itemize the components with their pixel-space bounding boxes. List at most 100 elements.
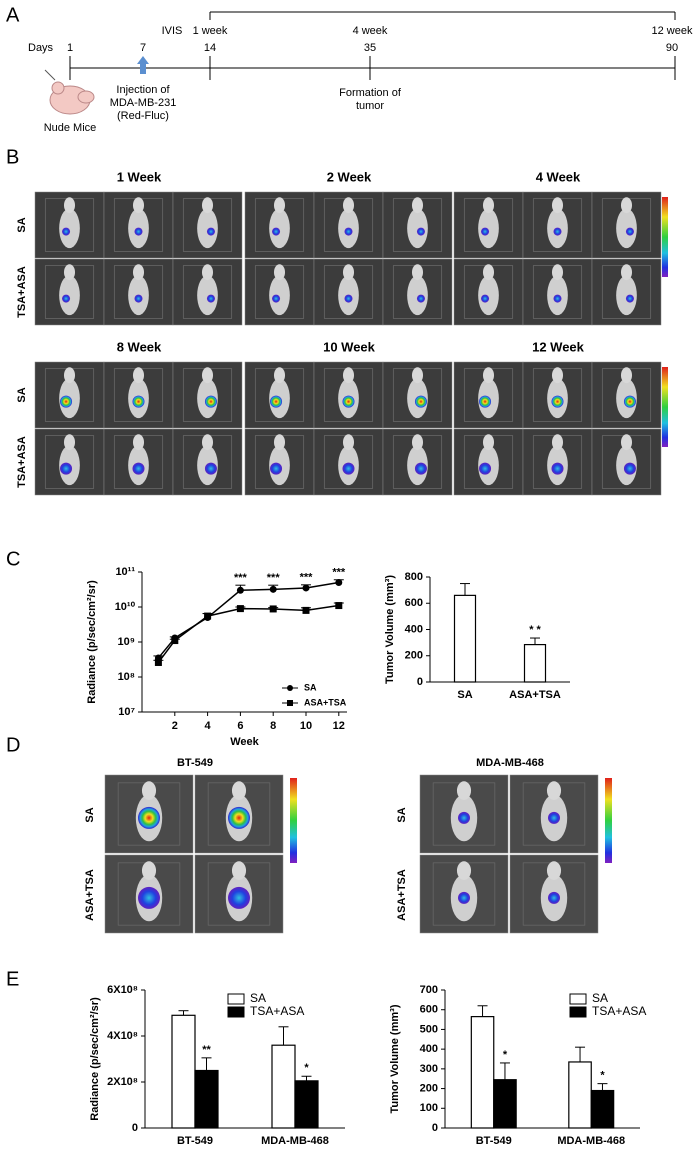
mouse-body: [616, 208, 637, 249]
row-label: TSA+ASA: [16, 266, 28, 318]
signal: [270, 462, 283, 475]
mouse-head: [273, 264, 286, 281]
mouse-label: Nude Mice: [44, 122, 97, 134]
panel-label: C: [6, 548, 20, 570]
signal: [625, 294, 634, 303]
significance: *: [600, 1070, 605, 1082]
marker: [335, 579, 343, 587]
mouse-head: [411, 197, 424, 214]
mouse-body: [269, 208, 290, 249]
signal: [548, 891, 560, 904]
signal: [625, 227, 634, 236]
ivis: IVIS: [162, 25, 183, 37]
timeline: [69, 11, 676, 80]
x-tick-label: 4: [205, 720, 212, 732]
mouse-icon: [44, 69, 95, 115]
legend-swatch: [227, 1006, 245, 1018]
mouse-head: [132, 434, 145, 451]
injection: Injection of: [116, 84, 170, 96]
panel-label: B: [6, 146, 19, 168]
signal: [132, 395, 145, 408]
week: 4 week: [353, 25, 388, 37]
x-tick-label: SA: [457, 689, 472, 701]
y-axis-label: Radiance (p/sec/cm²/sr): [86, 580, 98, 704]
signal: [272, 294, 281, 303]
y-tick-label: 700: [420, 984, 438, 996]
marker: [236, 605, 244, 613]
mouse-body: [478, 275, 499, 316]
mouse-head: [132, 197, 145, 214]
signal: [414, 462, 427, 475]
legend-swatch: [569, 993, 587, 1005]
color-bar: [662, 367, 668, 447]
day: 35: [364, 42, 376, 54]
signal: [138, 886, 160, 909]
significance: ***: [332, 567, 346, 579]
mouse-head: [201, 197, 214, 214]
signal: [134, 294, 143, 303]
mouse-body: [407, 275, 428, 316]
signal: [206, 294, 215, 303]
bar: [271, 1044, 296, 1129]
signal: [481, 227, 490, 236]
bar: [453, 594, 477, 683]
x-tick-label: MDA-MB-468: [557, 1135, 625, 1147]
signal: [272, 227, 281, 236]
injection: (Red-Fluc): [117, 110, 169, 122]
mouse-head: [201, 367, 214, 384]
mouse-head: [411, 367, 424, 384]
mouse-head: [201, 434, 214, 451]
signal: [623, 462, 636, 475]
mouse-head: [231, 781, 247, 800]
x-axis-label: Week: [230, 736, 259, 748]
signal: [342, 395, 355, 408]
signal: [134, 227, 143, 236]
significance: * *: [529, 624, 541, 636]
mouse-head: [551, 434, 564, 451]
y-tick-label: 10¹⁰: [115, 601, 136, 613]
cell-title: 8 Week: [117, 339, 162, 354]
mouse-head: [273, 434, 286, 451]
color-bar: [662, 197, 668, 277]
day: 90: [666, 42, 678, 54]
y-tick-label: 10⁹: [118, 636, 135, 648]
signal: [62, 294, 71, 303]
marker: [302, 584, 310, 592]
signal: [551, 395, 564, 408]
mouse-head: [551, 197, 564, 214]
x-tick-label: BT-549: [177, 1135, 213, 1147]
y-tick-label: 800: [405, 571, 423, 583]
y-tick-label: 500: [420, 1023, 438, 1035]
signal: [270, 395, 283, 408]
y-tick-label: 6X10⁸: [107, 984, 138, 996]
legend-swatch: [569, 1006, 587, 1018]
signal: [204, 462, 217, 475]
days-label: Days: [28, 42, 54, 54]
bar: [194, 1069, 219, 1129]
mouse-head: [456, 781, 472, 800]
marker: [335, 602, 343, 610]
mouse-body: [59, 275, 80, 316]
mouse-head: [132, 367, 145, 384]
mouse-head: [342, 197, 355, 214]
mouse-body: [616, 275, 637, 316]
mouse-head: [132, 264, 145, 281]
line: [157, 604, 339, 663]
mouse-body: [478, 208, 499, 249]
signal: [481, 294, 490, 303]
y-axis-label: Tumor Volume (mm³): [389, 1004, 401, 1113]
marker: [269, 605, 277, 613]
mouse-head: [231, 861, 247, 880]
bar: [590, 1089, 615, 1129]
row-label: SA: [16, 387, 28, 402]
cell-title: 12 Week: [532, 339, 585, 354]
mouse-head: [141, 781, 157, 800]
bar: [493, 1079, 517, 1129]
signal: [60, 462, 73, 475]
signal: [416, 294, 425, 303]
legend-swatch: [227, 993, 245, 1005]
signal: [206, 227, 215, 236]
mouse-head: [456, 861, 472, 880]
y-tick-label: 200: [420, 1082, 438, 1094]
